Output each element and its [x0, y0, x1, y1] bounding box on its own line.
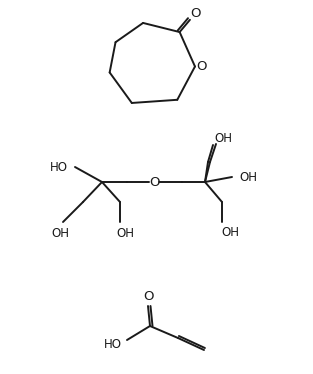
Text: HO: HO [104, 337, 122, 350]
Text: OH: OH [239, 171, 257, 184]
Text: OH: OH [51, 227, 69, 239]
Text: OH: OH [214, 132, 232, 144]
Text: OH: OH [221, 226, 239, 239]
Text: OH: OH [116, 227, 134, 239]
Text: HO: HO [50, 160, 68, 174]
Text: O: O [149, 175, 159, 188]
Text: O: O [190, 7, 200, 20]
Text: O: O [144, 291, 154, 303]
Text: O: O [197, 60, 207, 73]
